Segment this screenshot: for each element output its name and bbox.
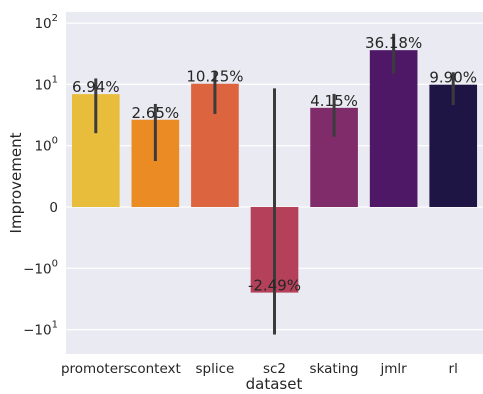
x-tick-label-splice: splice xyxy=(196,361,235,377)
x-tick-label-jmlr: jmlr xyxy=(380,361,408,377)
error-bars xyxy=(94,33,455,335)
value-label-sc2: -2.49% xyxy=(248,277,301,295)
y-tick-label: 100 xyxy=(34,136,58,155)
y-tick-label: 101 xyxy=(34,74,58,93)
y-tick-label: 0 xyxy=(49,200,58,216)
y-tick-label: −101 xyxy=(23,320,58,339)
x-tick-label-sc2: sc2 xyxy=(263,361,286,377)
x-tick-label-skating: skating xyxy=(310,361,359,377)
value-label-rl: 9.90% xyxy=(429,69,477,87)
value-label-skating: 4.15% xyxy=(310,92,358,110)
x-axis-title: dataset xyxy=(246,375,303,393)
value-label-promoters: 6.94% xyxy=(72,78,120,96)
x-tick-labels: promoters context splice sc2 skating jmlr rl xyxy=(61,361,458,377)
y-axis-title: Improvement xyxy=(7,132,25,233)
y-tick-label: 102 xyxy=(34,13,58,32)
y-tick-labels: 102 101 100 0 −100 −101 xyxy=(23,13,58,339)
x-tick-label-rl: rl xyxy=(449,361,458,377)
value-labels: 6.94% 2.65% 10.25% -2.49% 4.15% 36.18% 9.90% xyxy=(72,34,477,294)
value-label-context: 2.65% xyxy=(132,104,180,122)
bar-jmlr xyxy=(369,50,418,207)
value-label-jmlr: 36.18% xyxy=(365,34,422,52)
y-tick-label: −100 xyxy=(23,258,58,277)
x-tick-label-context: context xyxy=(130,361,181,377)
x-tick-label-promoters: promoters xyxy=(61,361,131,377)
value-label-splice: 10.25% xyxy=(186,68,243,86)
